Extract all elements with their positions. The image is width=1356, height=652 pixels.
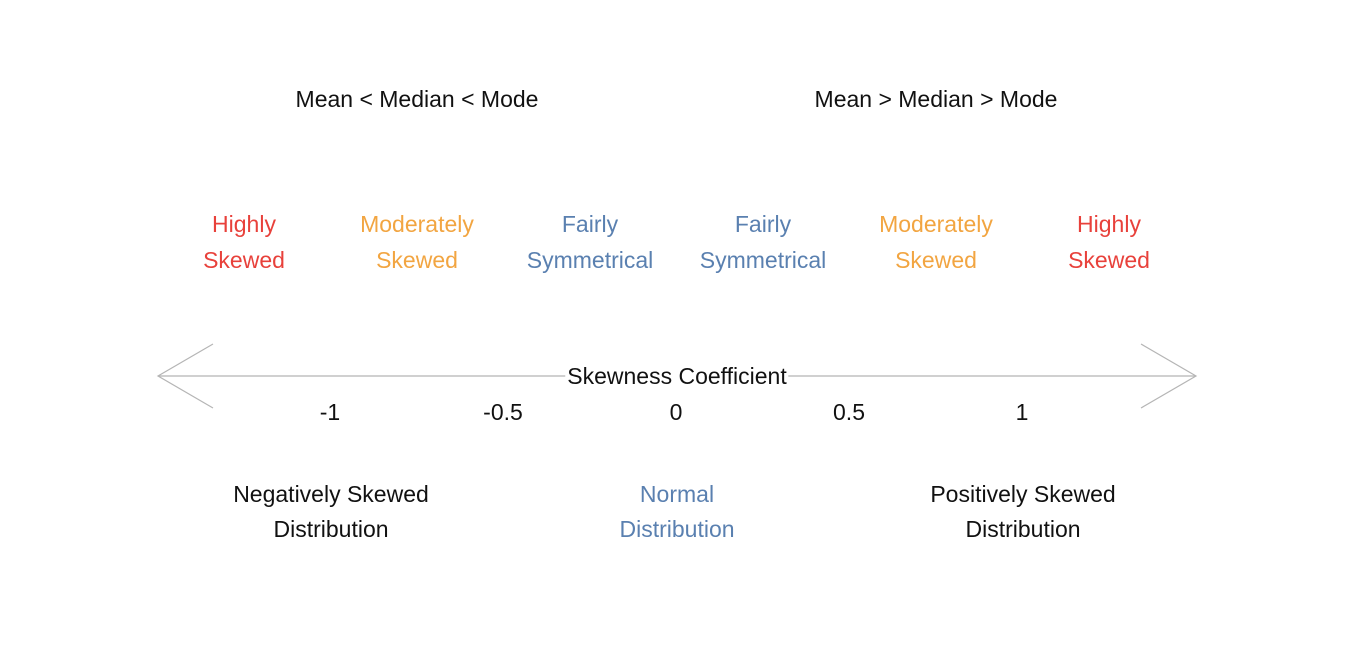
positive-relation-label: Mean > Median > Mode (814, 86, 1058, 112)
tick-label: 0.5 (833, 399, 865, 425)
category-highly-skewed-positive: Highly Skewed (1068, 206, 1150, 278)
category-line2: Symmetrical (699, 247, 827, 273)
category-line1: Moderately (879, 211, 993, 237)
category-fairly-symmetrical-negative: Fairly Symmetrical (527, 206, 654, 278)
axis-title: Skewness Coefficient (565, 362, 789, 390)
category-highly-skewed-negative: Highly Skewed (203, 206, 285, 278)
left-arrowhead (156, 343, 214, 409)
category-line2: Skewed (376, 247, 458, 273)
distribution-line1: Positively Skewed (930, 481, 1116, 507)
category-line2: Skewed (203, 247, 285, 273)
distribution-line2: Distribution (965, 516, 1081, 542)
negatively-skewed-distribution: Negatively Skewed Distribution (233, 477, 429, 547)
distribution-line2: Distribution (273, 516, 389, 542)
positively-skewed-distribution: Positively Skewed Distribution (930, 477, 1115, 547)
category-line1: Fairly (561, 211, 619, 237)
category-line1: Highly (1077, 211, 1141, 237)
distribution-line2: Distribution (619, 516, 735, 542)
distribution-line1: Negatively Skewed (233, 481, 429, 507)
tick-label: 1 (1015, 399, 1029, 425)
normal-distribution: Normal Distribution (619, 477, 734, 547)
tick-label: -0.5 (483, 399, 523, 425)
negative-relation-label: Mean < Median < Mode (295, 86, 539, 112)
tick-label: -1 (319, 399, 341, 425)
category-line2: Symmetrical (526, 247, 654, 273)
category-fairly-symmetrical-positive: Fairly Symmetrical (700, 206, 827, 278)
category-line1: Moderately (360, 211, 474, 237)
category-line2: Skewed (1068, 247, 1150, 273)
tick-label: 0 (669, 399, 683, 425)
category-line1: Highly (212, 211, 276, 237)
distribution-line1: Normal (639, 481, 715, 507)
category-line1: Fairly (734, 211, 792, 237)
category-moderately-skewed-negative: Moderately Skewed (360, 206, 474, 278)
right-arrowhead (1140, 343, 1198, 409)
category-moderately-skewed-positive: Moderately Skewed (879, 206, 993, 278)
category-line2: Skewed (895, 247, 977, 273)
